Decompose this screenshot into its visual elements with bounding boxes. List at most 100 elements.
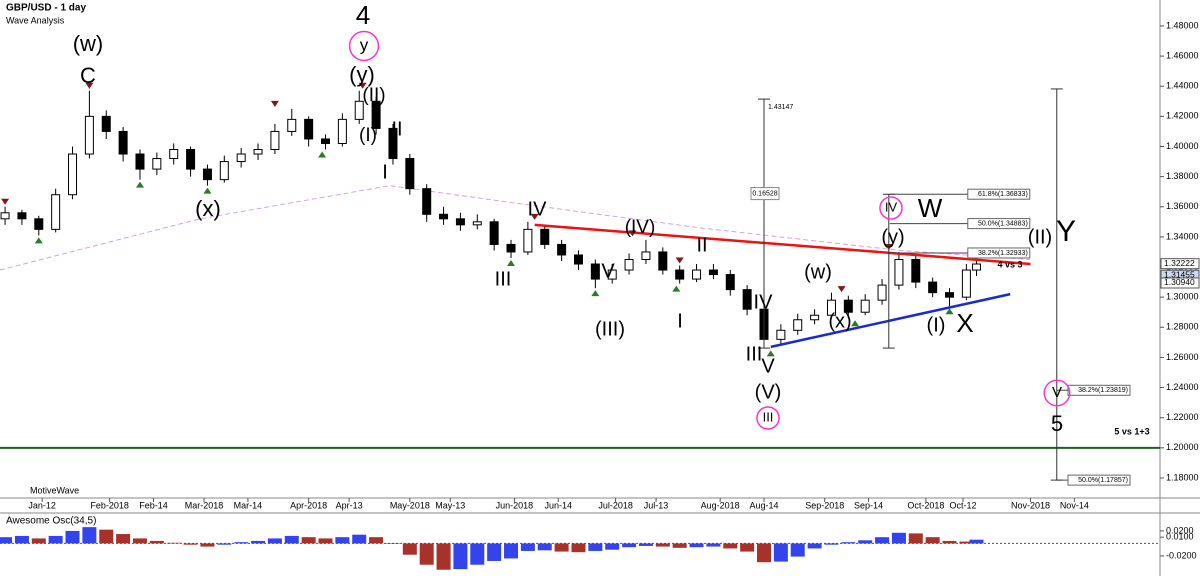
wave-label: (w) xyxy=(73,31,104,56)
wave-label: 4 vs 3 xyxy=(997,259,1022,269)
candle-body xyxy=(51,194,61,230)
wave-label: I xyxy=(677,310,683,332)
y-tick-label: 1.42000 xyxy=(1166,111,1199,121)
candle-body xyxy=(388,127,398,160)
oscillator-bar xyxy=(841,542,856,544)
candle-body xyxy=(169,149,179,160)
y-tick-label: 1.24000 xyxy=(1166,382,1199,392)
pivot-low xyxy=(203,187,212,194)
wave-label: (II) xyxy=(1028,226,1052,248)
oscillator-bar xyxy=(419,543,434,565)
pivot-low xyxy=(672,285,681,292)
pivot-high xyxy=(358,82,367,89)
y-tick-label: 1.30000 xyxy=(1166,292,1199,302)
oscillator-bar xyxy=(824,543,839,545)
pivot-low xyxy=(34,237,43,244)
candle-body xyxy=(68,153,78,196)
oscillator-bar xyxy=(436,543,451,570)
annotation-circle xyxy=(348,30,380,62)
oscillator-bar xyxy=(149,540,164,544)
price-label-box xyxy=(1160,258,1200,270)
candle-body xyxy=(972,263,982,271)
oscillator-bar xyxy=(183,543,198,545)
oscillator-bar xyxy=(588,543,603,551)
wave-label: 5 xyxy=(1051,411,1063,436)
wave-label: II xyxy=(696,234,707,256)
candle-body xyxy=(624,258,634,271)
wave-label: (y) xyxy=(349,62,375,87)
pivot-high xyxy=(884,243,893,250)
candle-body xyxy=(675,269,685,280)
x-tick-label: Feb-14 xyxy=(139,500,168,510)
annotation-circle xyxy=(1043,379,1071,407)
candle-body xyxy=(843,299,853,313)
x-tick-label: Mar-2018 xyxy=(185,500,224,510)
candle-body xyxy=(573,254,583,265)
candle-body xyxy=(439,213,449,220)
y-tick-label: 0.0100 xyxy=(1166,532,1194,542)
candle-body xyxy=(337,118,347,144)
oscillator-bar xyxy=(31,538,46,544)
wave-label: X xyxy=(956,308,973,338)
wave-label: II xyxy=(391,118,402,140)
candle-body xyxy=(742,289,752,310)
x-tick-label: Sep-14 xyxy=(854,500,883,510)
oscillator-bar xyxy=(0,537,13,544)
measure-mid-label: 0.16528 xyxy=(752,190,777,197)
candle-body xyxy=(455,218,465,226)
oscillator-bar xyxy=(217,543,232,545)
pivot-high xyxy=(1,198,10,205)
candle-body xyxy=(725,274,735,291)
candle-body xyxy=(304,118,314,140)
candle-body xyxy=(945,292,955,298)
x-tick-label: Mar-14 xyxy=(234,500,263,510)
fib-label: 61.8%(1.36833) xyxy=(978,191,1028,198)
wave-label: IV xyxy=(885,199,898,214)
oscillator-bar xyxy=(116,534,131,544)
candle-body xyxy=(928,281,938,294)
wave-label: Y xyxy=(1056,215,1076,248)
fib-box xyxy=(967,218,1031,230)
candle-body xyxy=(287,118,297,132)
oscillator-bar xyxy=(402,543,417,555)
wave-label: I xyxy=(382,161,388,183)
oscillator-bar xyxy=(200,543,215,547)
moving-average xyxy=(0,185,1030,271)
x-tick-label: Nov-2018 xyxy=(1011,500,1050,510)
oscillator-bar xyxy=(655,543,670,547)
x-tick-label: May-13 xyxy=(435,500,465,510)
oscillator-bar xyxy=(706,543,721,547)
x-tick-label: Nov-14 xyxy=(1060,500,1089,510)
candle-body xyxy=(810,314,820,321)
oscillator-bar xyxy=(234,542,249,544)
candle-body xyxy=(321,138,331,144)
y-tick-label: 1.20000 xyxy=(1166,442,1199,452)
wave-label: (w) xyxy=(804,261,832,283)
wave-label: V xyxy=(1052,384,1062,401)
oscillator-bar xyxy=(251,540,266,544)
wave-label: V xyxy=(761,355,775,377)
candle-body xyxy=(826,299,836,316)
candle-body xyxy=(894,258,904,286)
candle-body xyxy=(877,284,887,301)
y-tick-label: 1.34000 xyxy=(1166,231,1199,241)
wave-label: (III) xyxy=(595,318,625,340)
pivot-low xyxy=(591,290,600,297)
oscillator-bar xyxy=(65,530,80,544)
oscillator-bar xyxy=(942,540,957,544)
wave-label: C xyxy=(80,63,96,88)
watermark: MotiveWave xyxy=(30,485,79,495)
x-tick-label: Jun-14 xyxy=(544,500,572,510)
oscillator-bar xyxy=(520,543,535,551)
oscillator-bar xyxy=(267,538,282,544)
candle-body xyxy=(860,299,870,313)
oscillator-bar xyxy=(82,527,97,544)
candle-body xyxy=(202,168,212,181)
oscillator-bar xyxy=(318,538,333,544)
candle-body xyxy=(961,269,971,298)
oscillator-bar xyxy=(605,543,620,550)
oscillator-bar xyxy=(969,539,984,544)
candle-body xyxy=(506,243,516,253)
y-tick-label: 1.36000 xyxy=(1166,201,1199,211)
fib-box xyxy=(1067,474,1131,486)
